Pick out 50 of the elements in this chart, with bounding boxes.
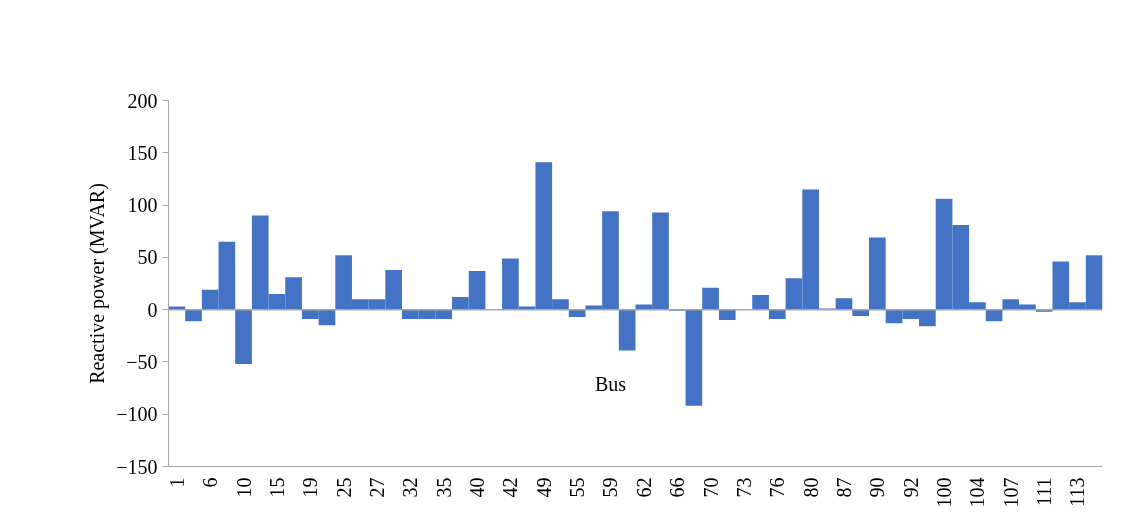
x-tick-label: 111 <box>1033 477 1056 507</box>
x-tick-label: 6 <box>199 477 222 488</box>
x-tick-label: 92 <box>899 477 922 498</box>
bar <box>568 309 586 317</box>
x-tick-label: 66 <box>666 477 689 498</box>
bar <box>618 309 636 351</box>
x-tick-label: 70 <box>699 477 722 498</box>
x-tick-label: 55 <box>566 477 589 498</box>
x-tick-label: 25 <box>332 477 355 498</box>
x-tick-label: 107 <box>999 477 1022 508</box>
x-tick-label: 49 <box>532 477 555 498</box>
x-tick-label: 76 <box>766 477 789 498</box>
bar <box>235 309 252 365</box>
bar <box>768 309 786 320</box>
x-tick-label: 15 <box>265 477 288 498</box>
bar <box>869 237 886 310</box>
x-tick-label: 10 <box>232 477 255 498</box>
bar <box>752 295 769 310</box>
x-tick-label: 62 <box>632 477 655 498</box>
x-tick-label: 40 <box>466 477 489 498</box>
x-tick-label: 113 <box>1066 477 1089 507</box>
bar <box>185 309 202 322</box>
y-axis-title: Reactive power (MVAR) <box>86 183 110 384</box>
x-tick-label: 104 <box>966 477 989 508</box>
bar <box>852 309 869 316</box>
x-tick-label: 32 <box>399 477 422 498</box>
x-tick-label: 19 <box>299 477 322 498</box>
bar <box>718 309 736 321</box>
y-tick-label: −50 <box>126 350 158 373</box>
y-tick-label: 100 <box>127 194 158 217</box>
x-axis-title: Bus <box>594 372 627 395</box>
y-tick-label: 50 <box>137 246 158 269</box>
y-tick-label: 150 <box>127 141 158 164</box>
x-tick-label: 80 <box>799 477 822 498</box>
bar <box>985 309 1003 322</box>
x-tick-label: 90 <box>866 477 889 498</box>
y-tick-label: −100 <box>116 403 158 426</box>
x-tick-label: 42 <box>499 477 522 498</box>
x-tick-label: 100 <box>933 477 956 508</box>
x-tick-label: 59 <box>599 477 622 498</box>
x-tick-label: 27 <box>365 477 388 498</box>
y-tick-label: 200 <box>127 89 158 112</box>
bar <box>702 287 719 310</box>
x-tick-label: 87 <box>832 477 855 498</box>
x-tick-label: 35 <box>432 477 455 498</box>
y-tick-label: −150 <box>116 455 158 478</box>
x-tick-label: 73 <box>732 477 755 498</box>
y-tick-label: 0 <box>147 298 158 321</box>
x-tick-label: 1 <box>165 477 188 488</box>
bar <box>835 298 853 310</box>
